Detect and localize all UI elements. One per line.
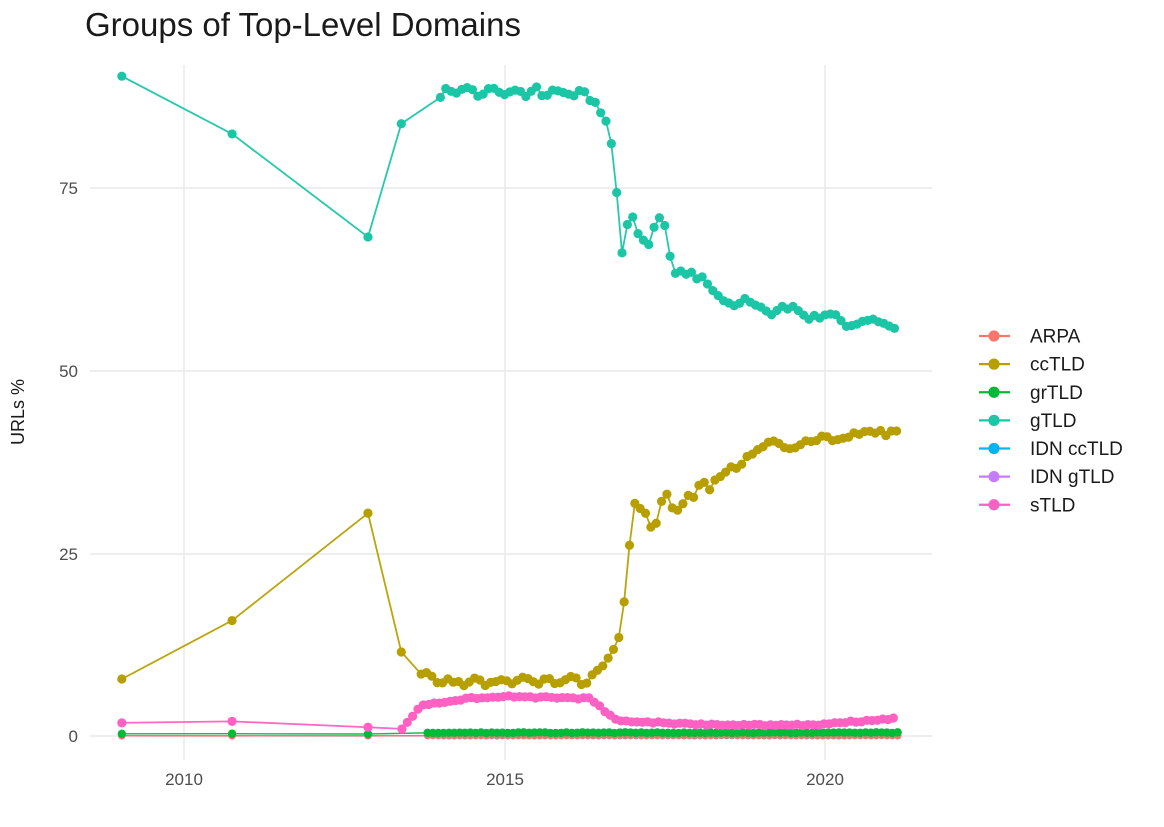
svg-text:grTLD: grTLD — [1030, 383, 1083, 404]
svg-text:25: 25 — [59, 545, 78, 564]
svg-text:2015: 2015 — [486, 770, 524, 789]
svg-text:2020: 2020 — [806, 770, 844, 789]
svg-text:ARPA: ARPA — [1030, 327, 1081, 348]
svg-text:50: 50 — [59, 362, 78, 381]
svg-text:URLs %: URLs % — [8, 379, 28, 445]
svg-text:IDN ccTLD: IDN ccTLD — [1030, 439, 1123, 460]
svg-text:IDN gTLD: IDN gTLD — [1030, 467, 1114, 488]
svg-text:gTLD: gTLD — [1030, 411, 1076, 432]
svg-text:ccTLD: ccTLD — [1030, 355, 1085, 376]
svg-text:0: 0 — [69, 727, 78, 746]
svg-text:2010: 2010 — [165, 770, 203, 789]
svg-text:75: 75 — [59, 179, 78, 198]
svg-text:sTLD: sTLD — [1030, 495, 1075, 516]
